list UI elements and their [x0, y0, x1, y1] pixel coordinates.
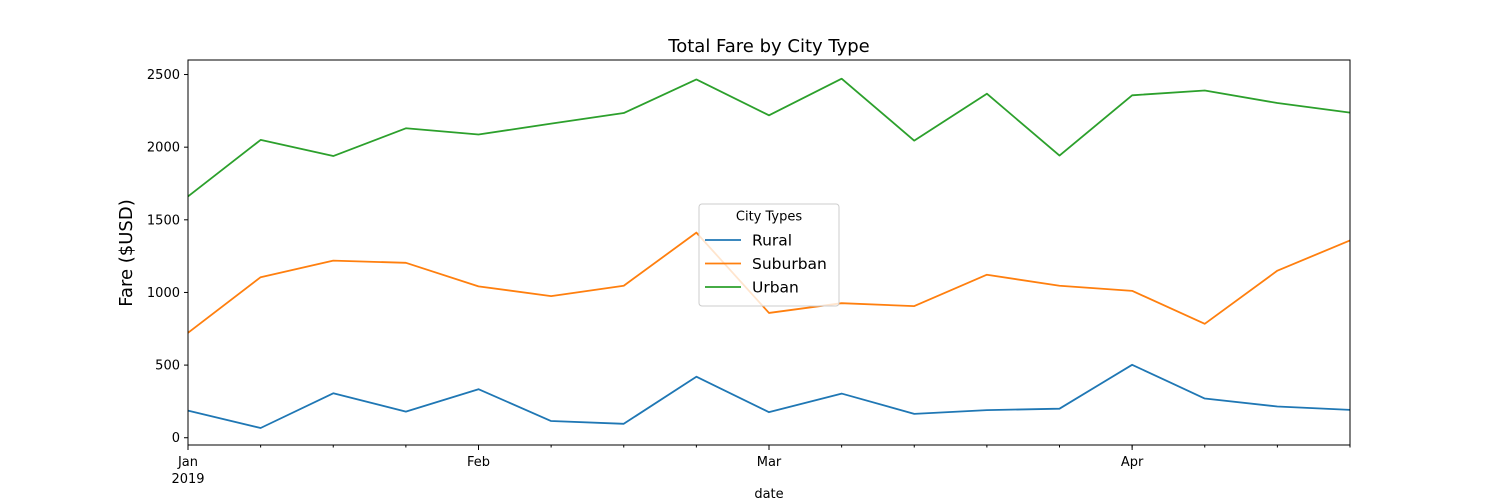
legend-box [698, 203, 840, 307]
series-line-suburban [187, 231, 1351, 334]
series-line-rural [187, 363, 1351, 429]
x-axis-label: date [754, 487, 783, 500]
plot-area: 0 500 1000 1500 2000 2500 Jan 2019 Feb Mar Apr [147, 68, 1351, 487]
x-tick-sublabel: 2019 [171, 472, 204, 487]
x-tick-label: Mar [757, 455, 782, 470]
legend-title: City Types [736, 210, 802, 225]
y-tick-label: 2500 [147, 68, 180, 83]
x-tick-label: Feb [467, 455, 490, 470]
legend-label-urban: Urban [752, 279, 799, 297]
y-tick-label: 2000 [147, 141, 180, 156]
y-tick-label: 0 [172, 431, 180, 446]
y-axis-label: Fare ($USD) [116, 199, 137, 307]
x-tick-label: Jan [177, 455, 198, 470]
legend-label-suburban: Suburban [752, 255, 827, 273]
y-tick-label: 500 [155, 359, 180, 374]
legend: City Types Rural Suburban Urban [698, 203, 840, 307]
axes-frame [187, 59, 1351, 446]
chart-title: Total Fare by City Type [667, 36, 869, 57]
series-line-urban [187, 77, 1351, 198]
x-tick-label: Apr [1121, 455, 1144, 470]
y-tick-label: 1000 [147, 286, 180, 301]
legend-label-rural: Rural [752, 232, 792, 250]
y-tick-label: 1500 [147, 213, 180, 228]
